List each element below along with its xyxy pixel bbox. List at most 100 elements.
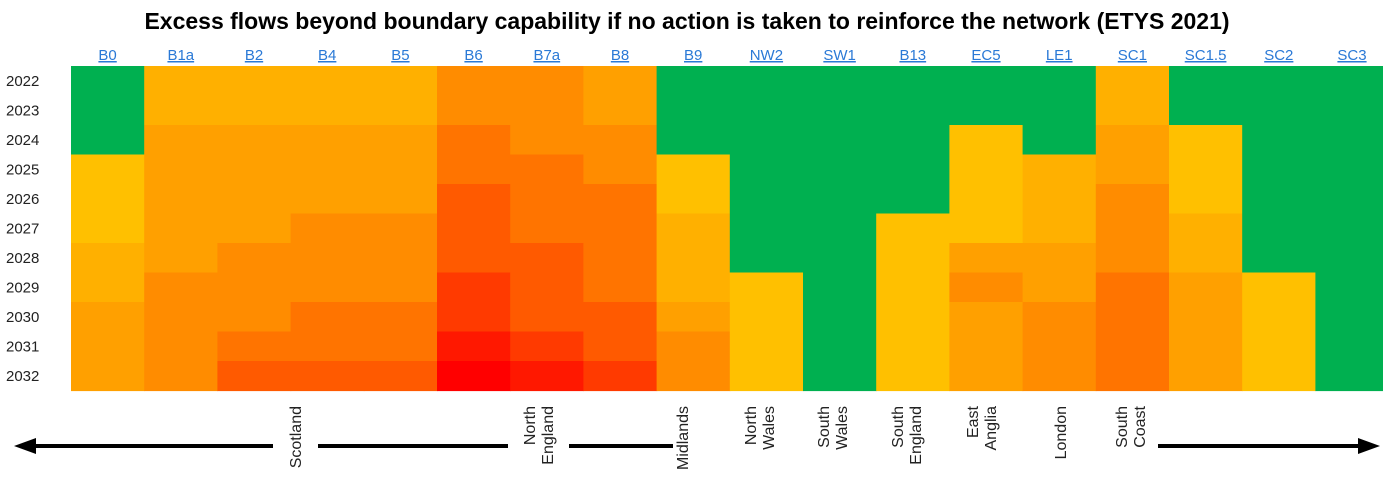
heatmap-cell-SC1-2030 <box>1095 302 1170 333</box>
heatmap-cell-SC3-2029 <box>1315 272 1383 303</box>
heatmap-cell-SC1.5-2032 <box>1169 361 1243 392</box>
column-link-B4[interactable]: B4 <box>318 47 336 64</box>
heatmap-cell-B13-2032 <box>876 361 950 392</box>
heatmap-cell-B1a-2031 <box>144 331 218 362</box>
heatmap-cell-SC2-2031 <box>1242 331 1316 362</box>
heatmap-cell-B13-2026 <box>876 184 950 215</box>
heatmap-cell-B13-2029 <box>876 272 950 303</box>
heatmap-cell-B8-2022 <box>583 66 658 97</box>
heatmap-cell-SC2-2029 <box>1242 272 1316 303</box>
heatmap-cell-B7a-2027 <box>510 213 584 244</box>
heatmap-cell-EC5-2026 <box>949 184 1024 215</box>
heatmap-cell-SC1-2027 <box>1095 213 1170 244</box>
heatmap-cell-NW2-2028 <box>729 243 804 274</box>
heatmap-cell-EC5-2024 <box>949 125 1024 156</box>
column-link-SW1[interactable]: SW1 <box>823 47 856 64</box>
heatmap-cell-B0-2027 <box>71 213 145 244</box>
heatmap-cell-LE1-2022 <box>1022 66 1097 97</box>
column-link-B13[interactable]: B13 <box>899 47 926 64</box>
heatmap-cell-SC1.5-2029 <box>1169 272 1243 303</box>
heatmap-cell-EC5-2025 <box>949 154 1024 185</box>
heatmap-cell-B0-2024 <box>71 125 145 156</box>
heatmap-cell-EC5-2022 <box>949 66 1024 97</box>
heatmap-cell-B2-2029 <box>217 272 292 303</box>
column-link-NW2[interactable]: NW2 <box>750 47 783 64</box>
heatmap-cell-B9-2026 <box>656 184 731 215</box>
heatmap-cell-B9-2028 <box>656 243 731 274</box>
heatmap-cell-B13-2030 <box>876 302 950 333</box>
heatmap-cell-B2-2023 <box>217 95 292 126</box>
heatmap-cell-SC1.5-2023 <box>1169 95 1243 126</box>
heatmap-cell-B4-2031 <box>290 331 365 362</box>
heatmap-cell-B2-2026 <box>217 184 292 215</box>
column-link-B0[interactable]: B0 <box>98 47 116 64</box>
row-label-2027: 2027 <box>6 220 39 237</box>
heatmap-cell-B13-2022 <box>876 66 950 97</box>
heatmap-cell-B4-2032 <box>290 361 365 392</box>
heatmap-cell-B1a-2026 <box>144 184 218 215</box>
column-link-SC3[interactable]: SC3 <box>1337 47 1366 64</box>
heatmap-cell-LE1-2030 <box>1022 302 1097 333</box>
heatmap-cell-SC3-2022 <box>1315 66 1383 97</box>
row-label-2031: 2031 <box>6 338 39 355</box>
heatmap-cells <box>71 66 1383 392</box>
heatmap-cell-B8-2030 <box>583 302 658 333</box>
heatmap-cell-SC1.5-2027 <box>1169 213 1243 244</box>
heatmap-cell-SC1.5-2028 <box>1169 243 1243 274</box>
column-link-SC1.5[interactable]: SC1.5 <box>1185 47 1227 64</box>
column-link-EC5[interactable]: EC5 <box>971 47 1000 64</box>
heatmap-cell-B2-2028 <box>217 243 292 274</box>
chart-title: Excess flows beyond boundary capability … <box>144 8 1229 34</box>
heatmap-cell-SC3-2031 <box>1315 331 1383 362</box>
heatmap-cell-B5-2027 <box>363 213 438 244</box>
row-label-2024: 2024 <box>6 132 39 149</box>
heatmap-cell-NW2-2024 <box>729 125 804 156</box>
heatmap-cell-LE1-2029 <box>1022 272 1097 303</box>
heatmap-cell-SC1-2023 <box>1095 95 1170 126</box>
column-link-SC2[interactable]: SC2 <box>1264 47 1293 64</box>
column-link-B1a[interactable]: B1a <box>167 47 194 64</box>
column-link-B2[interactable]: B2 <box>245 47 263 64</box>
column-link-B5[interactable]: B5 <box>391 47 409 64</box>
heatmap-cell-SC3-2032 <box>1315 361 1383 392</box>
heatmap-cell-B2-2027 <box>217 213 292 244</box>
row-labels: 2022 2023 2024 2025 2026 2027 2028 2029 2030 2031… <box>6 73 39 385</box>
heatmap-cell-SC1.5-2025 <box>1169 154 1243 185</box>
heatmap-cell-B13-2031 <box>876 331 950 362</box>
heatmap-cell-B5-2023 <box>363 95 438 126</box>
column-link-B9[interactable]: B9 <box>684 47 702 64</box>
heatmap-cell-SC2-2027 <box>1242 213 1316 244</box>
heatmap-cell-B5-2031 <box>363 331 438 362</box>
heatmap-cell-B4-2023 <box>290 95 365 126</box>
heatmap-cell-B7a-2022 <box>510 66 584 97</box>
heatmap-cell-B7a-2023 <box>510 95 584 126</box>
column-link-SC1[interactable]: SC1 <box>1118 47 1147 64</box>
heatmap-cell-SC1-2026 <box>1095 184 1170 215</box>
region-label-north: North <box>522 406 539 445</box>
heatmap-cell-B4-2025 <box>290 154 365 185</box>
heatmap-cell-B4-2028 <box>290 243 365 274</box>
column-link-B8[interactable]: B8 <box>611 47 629 64</box>
heatmap-cell-SC1-2024 <box>1095 125 1170 156</box>
heatmap-cell-B1a-2022 <box>144 66 218 97</box>
region-label-england: England <box>540 406 557 465</box>
column-link-B7a[interactable]: B7a <box>533 47 560 64</box>
heatmap-cell-EC5-2029 <box>949 272 1024 303</box>
column-link-LE1[interactable]: LE1 <box>1046 47 1073 64</box>
region-label-midlands: Midlands <box>675 406 692 470</box>
heatmap-cell-SW1-2025 <box>803 154 877 185</box>
heatmap-cell-SC1-2032 <box>1095 361 1170 392</box>
heatmap-cell-B8-2025 <box>583 154 658 185</box>
heatmap-cell-B7a-2030 <box>510 302 584 333</box>
row-label-2028: 2028 <box>6 250 39 267</box>
heatmap-cell-B5-2026 <box>363 184 438 215</box>
heatmap-cell-SC2-2022 <box>1242 66 1316 97</box>
heatmap-cell-B5-2032 <box>363 361 438 392</box>
column-link-B6[interactable]: B6 <box>464 47 482 64</box>
heatmap-cell-EC5-2031 <box>949 331 1024 362</box>
heatmap-cell-SW1-2031 <box>803 331 877 362</box>
heatmap-cell-SW1-2023 <box>803 95 877 126</box>
row-label-2029: 2029 <box>6 279 39 296</box>
heatmap-cell-B8-2032 <box>583 361 658 392</box>
heatmap-cell-B2-2030 <box>217 302 292 333</box>
